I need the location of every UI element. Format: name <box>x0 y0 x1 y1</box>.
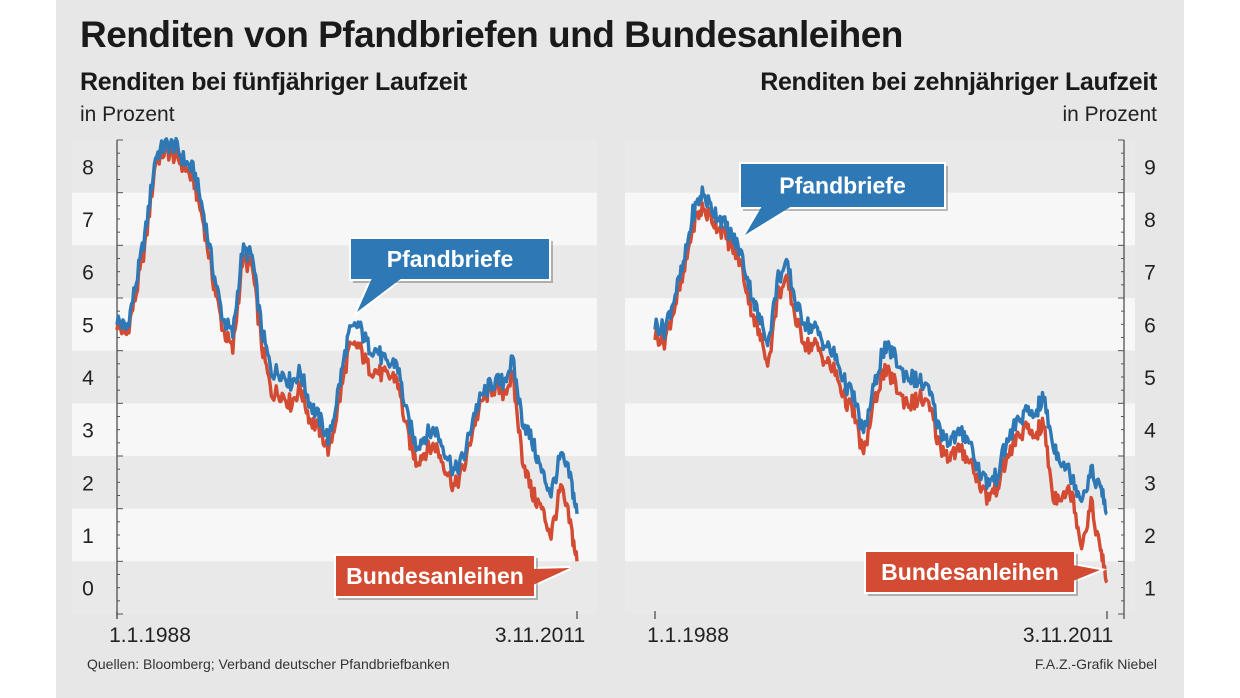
y-tick-label: 6 <box>82 262 94 285</box>
legend-callout-bundesanleihen: Bundesanleihen <box>334 554 571 600</box>
series-line-bundesanleihen <box>115 143 579 562</box>
legend-callout-pfandbriefe-box <box>349 237 551 281</box>
legend-callout-bundesanleihen-pointer <box>533 568 570 585</box>
grid-band <box>72 298 597 351</box>
grid-band <box>72 456 597 509</box>
y-tick-label: 4 <box>82 367 94 390</box>
right-chart-title: Renditen bei zehnjähriger Laufzeit <box>760 68 1157 96</box>
x-tick-label: 1.1.1988 <box>109 624 191 647</box>
grid-band <box>72 508 597 562</box>
y-tick-label: 1 <box>82 525 94 548</box>
y-tick-label: 2 <box>82 472 94 495</box>
y-tick-label: 5 <box>82 314 94 337</box>
y-tick-label: 3 <box>82 420 94 443</box>
x-tick-label: 3.11.2011 <box>495 624 585 647</box>
legend-callout-pfandbriefe-label: Pfandbriefe <box>387 246 514 272</box>
legend-callout-pfandbriefe: Pfandbriefe <box>349 237 553 319</box>
left-chart-title: Renditen bei fünfjähriger Laufzeit <box>80 68 468 96</box>
source-note: Quellen: Bloomberg; Verband deutscher Pf… <box>87 656 450 672</box>
left-chart-unit: in Prozent <box>80 103 175 126</box>
page-title: Renditen von Pfandbriefen und Bundesanle… <box>80 14 903 55</box>
grid-band <box>72 192 597 246</box>
series-line-pfandbriefe <box>115 136 579 515</box>
legend-callout-bundesanleihen-label: Bundesanleihen <box>346 563 524 589</box>
legend-callout-pfandbriefe-pointer <box>357 278 402 312</box>
y-tick-label: 0 <box>82 578 94 601</box>
right-chart-unit: in Prozent <box>1062 103 1157 126</box>
y-tick-label: 7 <box>82 209 94 232</box>
graphic-credit: F.A.Z.-Grafik Niebel <box>1034 656 1157 672</box>
y-tick-label: 8 <box>82 156 94 179</box>
